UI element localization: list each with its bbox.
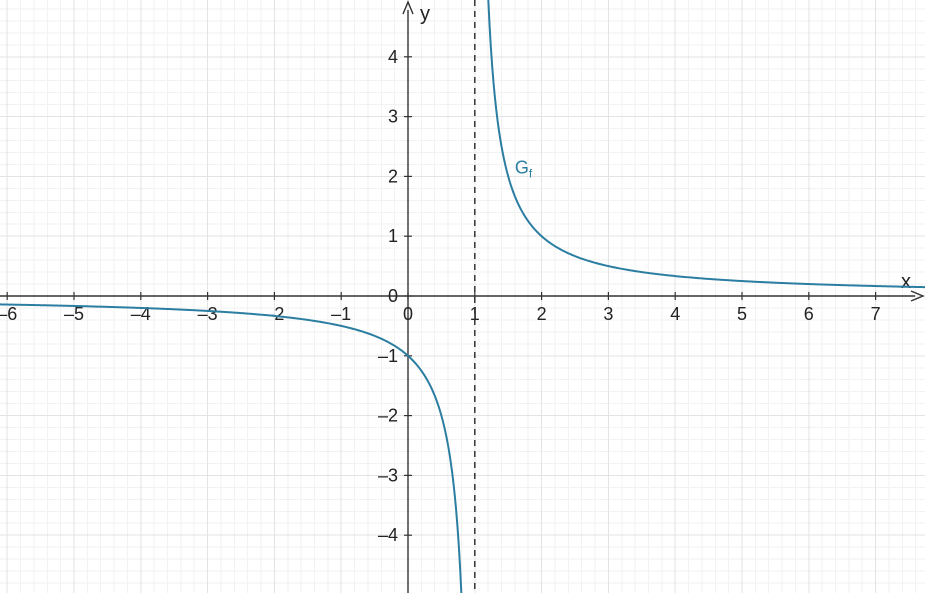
y-tick-label: 1: [388, 226, 398, 246]
x-tick-label: 5: [737, 304, 747, 324]
function-graph-chart: –6–5–4–3–2–1012345678–4–3–2–101234xyGf: [0, 0, 925, 593]
x-tick-label: 7: [871, 304, 881, 324]
y-tick-label: 0: [388, 286, 398, 306]
curve-label: Gf: [515, 157, 533, 180]
x-tick-label: 2: [537, 304, 547, 324]
x-tick-label: 0: [403, 304, 413, 324]
x-axis-label: x: [901, 271, 911, 293]
x-tick-label: 4: [670, 304, 680, 324]
y-tick-label: –3: [378, 465, 398, 485]
x-tick-label: 6: [804, 304, 814, 324]
y-tick-label: 4: [388, 47, 398, 67]
x-tick-label: 3: [603, 304, 613, 324]
y-tick-label: –1: [378, 346, 398, 366]
y-tick-label: –2: [378, 406, 398, 426]
x-tick-label: –6: [0, 304, 17, 324]
x-tick-label: –3: [198, 304, 218, 324]
axes: –6–5–4–3–2–1012345678–4–3–2–101234xy: [0, 2, 925, 593]
x-tick-label: –2: [264, 304, 284, 324]
curve-right-branch: [487, 0, 925, 288]
y-tick-label: –4: [378, 525, 398, 545]
y-axis-label: y: [420, 3, 430, 25]
y-tick-label: 3: [388, 107, 398, 127]
y-tick-label: 2: [388, 166, 398, 186]
x-tick-label: –1: [331, 304, 351, 324]
